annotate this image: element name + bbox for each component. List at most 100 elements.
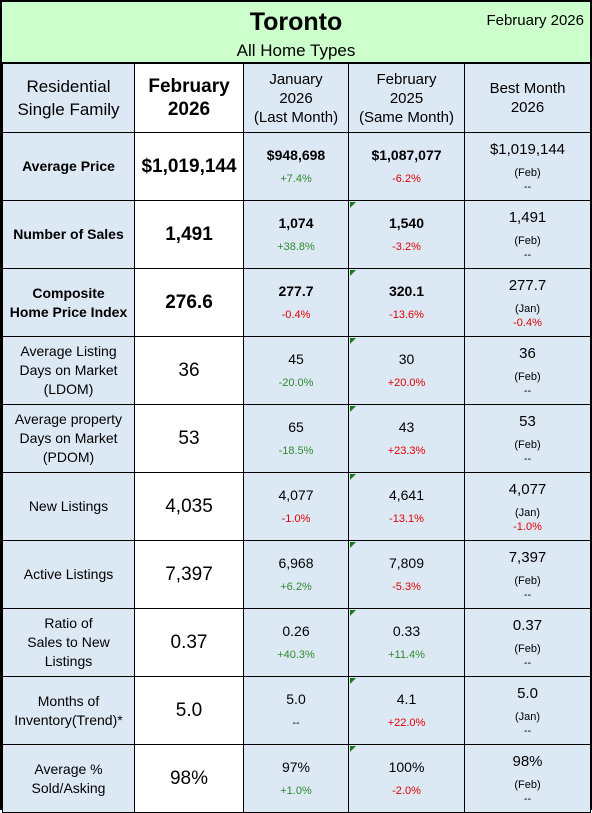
last-month-value: 0.26 — [282, 623, 310, 639]
best-month-name: (Feb) — [514, 779, 541, 791]
best-month-change: -- — [523, 793, 532, 805]
table-row: Average Price $1,019,144 $948,698 +7.4% $1,0… — [2, 132, 591, 201]
last-month-header: January 2026 (Last Month) — [243, 63, 349, 133]
best-month-line-1: Best Month — [489, 80, 566, 97]
row-label: Days on Market — [19, 430, 118, 446]
best-month-value: 1,491 — [508, 209, 547, 226]
current-value-cell: 5.0 — [134, 676, 244, 745]
best-month-cell: 7,397 (Feb) -- — [464, 540, 591, 609]
current-value-cell: 4,035 — [134, 472, 244, 541]
current-value: 5.0 — [175, 699, 203, 721]
best-month-cell: 0.37 (Feb) -- — [464, 608, 591, 677]
last-month-change: +1.0% — [280, 785, 312, 797]
cell-marker-icon — [350, 338, 356, 344]
last-month-change: -1.0% — [281, 513, 311, 525]
table-row: Active Listings 7,397 6,968 +6.2% 7,809 -5.3%… — [2, 540, 591, 609]
best-month-change: -- — [523, 181, 532, 193]
last-month-change: +7.4% — [280, 173, 312, 185]
cell-marker-icon — [350, 270, 356, 276]
best-month-cell: 277.7 (Jan) -0.4% — [464, 268, 591, 337]
last-month-value: 45 — [288, 351, 304, 367]
same-month-cell: 4.1 +22.0% — [348, 676, 465, 745]
last-month-value: 1,074 — [278, 215, 314, 231]
best-month-change: -1.0% — [513, 521, 542, 533]
row-label-cell: Average Price — [2, 132, 135, 201]
same-month-cell: 1,540 -3.2% — [348, 200, 465, 269]
same-month-cell: 0.33 +11.4% — [348, 608, 465, 677]
same-month-change: +20.0% — [387, 377, 426, 389]
best-month-name: (Feb) — [514, 235, 541, 247]
same-month-line-1: February — [376, 70, 437, 88]
current-value: $1,019,144 — [141, 155, 237, 177]
last-month-line-2: 2026 — [279, 89, 313, 107]
same-month-change: -3.2% — [392, 241, 421, 253]
best-month-change: -- — [523, 725, 532, 737]
row-label: (PDOM) — [42, 449, 95, 465]
best-month-cell: $1,019,144 (Feb) -- — [464, 132, 591, 201]
last-month-cell: 6,968 +6.2% — [243, 540, 349, 609]
cell-marker-icon — [350, 678, 356, 684]
last-month-line-1: January — [269, 70, 323, 88]
same-month-change: -13.1% — [389, 513, 424, 525]
same-month-value: 7,809 — [388, 555, 425, 571]
row-label: (LDOM) — [43, 381, 94, 397]
table-row: Average property Days on Market (PDOM) 53 65… — [2, 404, 591, 473]
last-month-value: 65 — [288, 419, 304, 435]
last-month-value: 6,968 — [278, 555, 314, 571]
cell-marker-icon — [350, 746, 356, 752]
best-month-name: (Jan) — [514, 507, 541, 519]
same-month-change: -13.6% — [389, 309, 424, 321]
best-month-cell: 5.0 (Jan) -- — [464, 676, 591, 745]
same-month-cell: 30 +20.0% — [348, 336, 465, 405]
best-month-cell: 53 (Feb) -- — [464, 404, 591, 473]
same-month-change: -2.0% — [392, 785, 421, 797]
same-month-cell: 43 +23.3% — [348, 404, 465, 473]
row-label: Months of — [37, 692, 100, 709]
last-month-value: 97% — [281, 759, 311, 775]
same-month-change: +22.0% — [387, 717, 426, 729]
last-month-value: 4,077 — [278, 487, 314, 503]
best-month-cell: 1,491 (Feb) -- — [464, 200, 591, 269]
current-value-cell: $1,019,144 — [134, 132, 244, 201]
row-label: New Listings — [28, 498, 109, 514]
best-month-header: Best Month 2026 — [464, 63, 591, 133]
best-month-value: $1,019,144 — [489, 141, 566, 158]
same-month-cell: 4,641 -13.1% — [348, 472, 465, 541]
table-row: New Listings 4,035 4,077 -1.0% 4,641 -13.1% 4,… — [2, 472, 591, 541]
current-month-header: February 2026 — [134, 63, 244, 133]
best-month-name: (Feb) — [514, 643, 541, 655]
last-month-value: $948,698 — [266, 147, 326, 163]
row-label: Ratio of — [44, 615, 93, 631]
cell-marker-icon — [350, 202, 356, 208]
current-value: 7,397 — [165, 563, 213, 585]
row-label: Average Price — [22, 158, 115, 174]
current-value-cell: 53 — [134, 404, 244, 473]
same-month-value: 43 — [398, 419, 415, 435]
period-label: February 2026 — [486, 12, 584, 29]
row-label: Number of Sales — [13, 226, 124, 242]
last-month-cell: 0.26 +40.3% — [243, 608, 349, 677]
row-label-cell: Average Listing Days on Market (LDOM) — [2, 336, 135, 405]
last-month-line-3: (Last Month) — [253, 108, 339, 126]
current-value: 4,035 — [165, 495, 213, 517]
same-month-change: +11.4% — [388, 649, 425, 661]
table-row: Average Listing Days on Market (LDOM) 36 45 -… — [2, 336, 591, 405]
row-label-cell: Active Listings — [2, 540, 135, 609]
last-month-cell: 97% +1.0% — [243, 744, 349, 813]
cell-marker-icon — [350, 406, 356, 412]
current-value-cell: 1,491 — [134, 200, 244, 269]
last-month-change: +38.8% — [277, 241, 315, 253]
best-month-change: -- — [523, 453, 532, 465]
same-month-value: 30 — [398, 351, 415, 367]
last-month-cell: 1,074 +38.8% — [243, 200, 349, 269]
same-month-cell: 7,809 -5.3% — [348, 540, 465, 609]
current-value: 36 — [178, 359, 200, 381]
same-month-value: $1,087,077 — [371, 147, 442, 163]
same-month-value: 4.1 — [396, 691, 417, 707]
category-line-1: Residential — [26, 77, 111, 96]
last-month-change: -- — [292, 717, 300, 729]
same-month-value: 0.33 — [392, 623, 421, 639]
best-month-change: -- — [523, 385, 532, 397]
last-month-change: -20.0% — [278, 377, 314, 389]
best-month-line-2: 2026 — [510, 99, 545, 116]
